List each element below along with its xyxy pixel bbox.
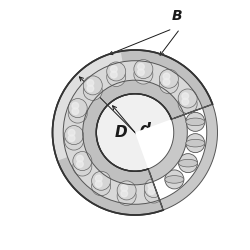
Circle shape [72,108,79,114]
Wedge shape [135,103,222,214]
Circle shape [163,73,170,80]
Circle shape [77,161,83,168]
Circle shape [83,81,102,100]
Circle shape [68,130,75,136]
Circle shape [178,94,197,114]
Circle shape [144,184,163,203]
Circle shape [64,131,84,150]
Ellipse shape [178,159,198,167]
Circle shape [110,71,117,78]
Circle shape [92,177,111,196]
Circle shape [172,168,178,175]
Circle shape [68,104,87,123]
Text: D: D [115,125,128,140]
Circle shape [83,80,187,185]
Circle shape [110,66,117,72]
Wedge shape [171,104,218,204]
Polygon shape [160,104,218,210]
Circle shape [134,60,153,78]
Ellipse shape [186,139,205,147]
Circle shape [117,181,136,200]
Circle shape [64,126,84,144]
Circle shape [159,69,178,88]
Text: d: d [140,122,150,138]
Circle shape [183,148,202,167]
Circle shape [87,80,94,86]
Circle shape [186,115,206,134]
FancyArrowPatch shape [149,172,162,207]
Circle shape [117,186,136,206]
Circle shape [138,69,144,75]
Circle shape [182,98,188,105]
Circle shape [190,124,197,131]
Circle shape [83,76,102,95]
Circle shape [107,62,126,81]
Circle shape [96,180,102,187]
Circle shape [134,65,153,84]
Circle shape [68,135,75,141]
Circle shape [52,50,218,215]
Ellipse shape [165,176,184,183]
Circle shape [96,94,174,171]
Circle shape [186,112,205,131]
Circle shape [121,185,128,191]
Circle shape [182,93,188,100]
Circle shape [178,89,197,108]
Circle shape [96,94,174,171]
Circle shape [172,174,178,180]
Circle shape [178,154,198,172]
Circle shape [159,75,178,94]
Circle shape [121,190,128,197]
Circle shape [144,178,163,198]
Circle shape [186,120,206,140]
Circle shape [168,165,187,184]
Circle shape [165,170,184,189]
Circle shape [138,64,144,70]
Circle shape [73,152,92,171]
Circle shape [107,68,126,86]
Circle shape [92,171,111,190]
Wedge shape [63,61,207,204]
Circle shape [163,78,170,85]
Circle shape [73,157,92,176]
Circle shape [72,102,79,109]
Polygon shape [148,114,187,182]
FancyArrowPatch shape [174,105,210,118]
Circle shape [87,85,94,92]
Circle shape [68,98,87,117]
Ellipse shape [186,118,205,126]
Circle shape [186,134,205,153]
Text: B: B [172,8,183,22]
Circle shape [186,151,193,158]
Circle shape [96,94,174,171]
Circle shape [96,175,102,182]
Circle shape [186,146,193,152]
Circle shape [190,119,197,125]
Circle shape [77,155,83,162]
Circle shape [148,188,155,194]
Wedge shape [52,51,122,161]
Circle shape [183,142,202,161]
Circle shape [168,170,187,189]
Circle shape [148,182,155,189]
